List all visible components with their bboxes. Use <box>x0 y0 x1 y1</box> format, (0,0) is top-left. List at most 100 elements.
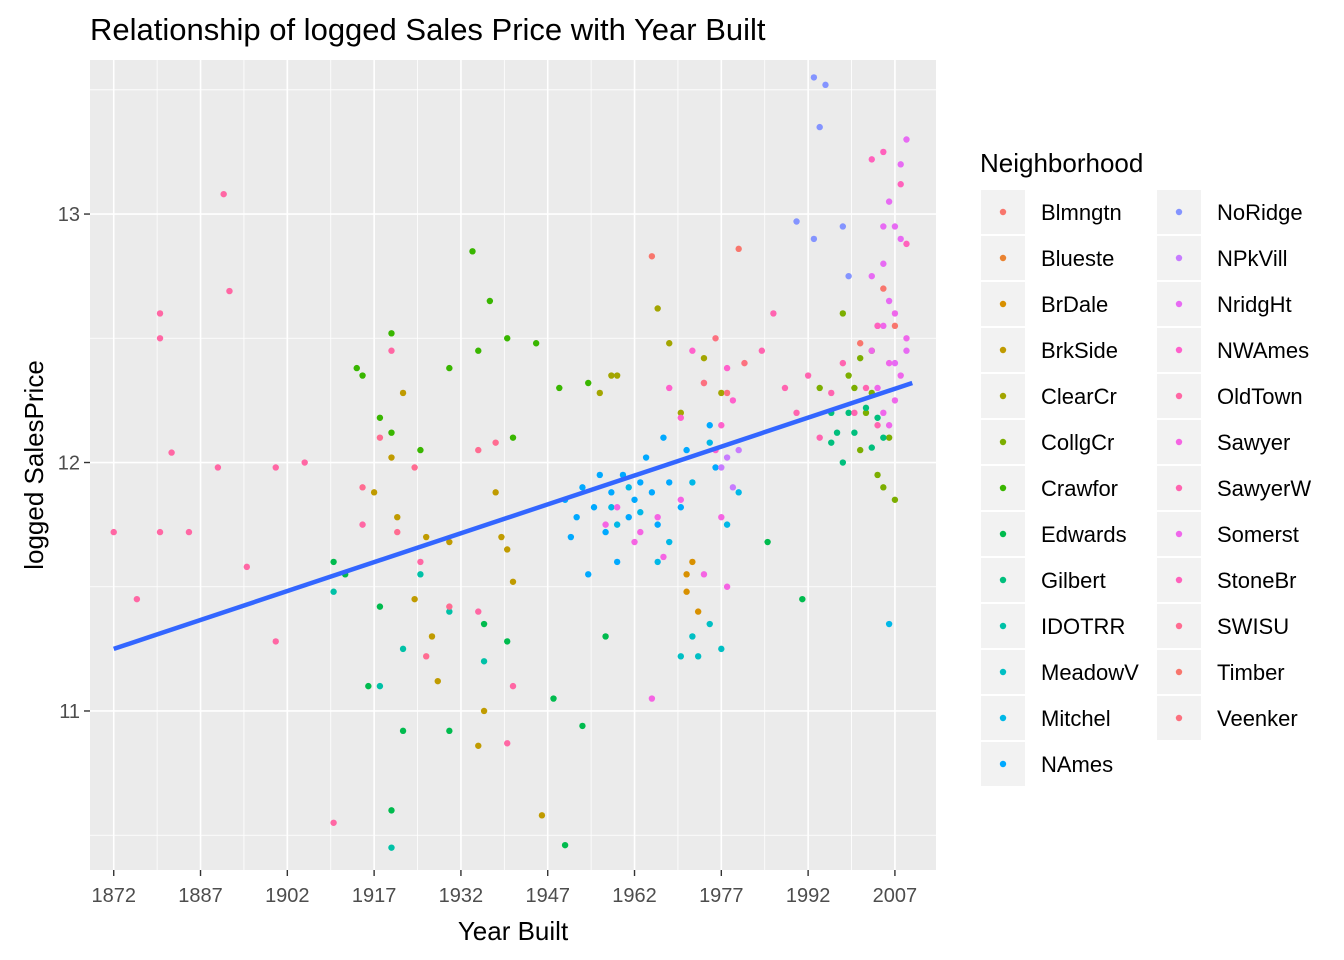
data-point <box>388 807 395 814</box>
legend-key-dot <box>1175 254 1183 262</box>
data-point <box>729 397 737 404</box>
y-axis-title: logged SalesPrice <box>19 360 49 570</box>
data-point <box>874 471 881 479</box>
data-point <box>579 484 586 491</box>
data-point <box>712 464 719 471</box>
data-point <box>729 484 737 491</box>
data-point <box>856 446 864 454</box>
data-point <box>579 722 586 730</box>
data-point <box>226 287 233 295</box>
data-point <box>428 633 436 640</box>
legend-label: StoneBr <box>1217 568 1297 593</box>
data-point <box>839 223 847 230</box>
data-point <box>608 489 615 496</box>
legend-label: NAmes <box>1041 752 1113 777</box>
legend-label: NridgHt <box>1217 292 1292 317</box>
data-point <box>735 245 742 253</box>
data-point <box>567 533 575 541</box>
data-point <box>851 384 858 392</box>
data-point <box>365 682 372 690</box>
data-point <box>394 528 401 536</box>
data-point <box>532 340 540 347</box>
data-point <box>880 409 887 417</box>
data-point <box>694 653 702 660</box>
data-point <box>561 841 569 849</box>
data-point <box>880 223 887 230</box>
legend-items: Blmngtn Blueste BrDale BrkSide ClearCr CollgC… <box>981 190 1311 786</box>
legend-label: Blueste <box>1041 246 1114 271</box>
data-point <box>856 340 864 347</box>
data-point <box>735 489 742 496</box>
data-point <box>480 707 488 715</box>
data-point <box>718 422 725 429</box>
data-point <box>156 310 164 317</box>
legend-label: OldTown <box>1217 384 1303 409</box>
data-point <box>706 439 713 446</box>
data-point <box>897 372 904 379</box>
data-point <box>799 595 806 603</box>
data-point <box>868 156 875 163</box>
data-point <box>446 727 453 735</box>
legend-key-dot <box>1175 576 1183 584</box>
data-point <box>301 459 308 466</box>
data-point <box>880 322 887 330</box>
data-point <box>839 310 847 317</box>
data-point <box>874 422 881 429</box>
data-point <box>376 434 384 441</box>
legend-label: SawyerW <box>1217 476 1311 501</box>
legend-key-dot <box>1175 438 1183 446</box>
legend-label: Gilbert <box>1041 568 1106 593</box>
data-point <box>608 504 615 511</box>
data-point <box>446 608 453 615</box>
data-point <box>706 422 713 429</box>
data-point <box>492 489 499 496</box>
data-point <box>868 272 875 280</box>
legend-key-dot <box>1175 668 1183 676</box>
data-point <box>891 310 899 317</box>
legend-key-dot <box>1175 484 1183 492</box>
legend-key-dot <box>999 714 1007 722</box>
data-point <box>417 446 424 454</box>
data-point <box>613 521 621 528</box>
trend-line-layer <box>113 380 913 651</box>
legend-title: Neighborhood <box>980 148 1143 178</box>
data-point <box>446 364 453 372</box>
data-point <box>683 446 690 454</box>
legend-key-dot <box>999 438 1007 446</box>
data-point <box>330 819 337 826</box>
data-point <box>856 354 864 362</box>
data-point <box>868 444 875 451</box>
data-point <box>874 322 881 330</box>
data-point <box>654 558 661 566</box>
data-point <box>689 633 696 640</box>
data-point <box>903 335 910 342</box>
data-point <box>243 563 251 571</box>
data-point <box>613 372 621 379</box>
legend-key-dot <box>999 346 1007 354</box>
data-point <box>862 409 870 417</box>
data-point <box>394 513 401 521</box>
data-point <box>862 384 870 392</box>
data-point <box>660 553 667 561</box>
data-point <box>648 489 656 496</box>
data-point <box>434 677 441 685</box>
data-point <box>689 558 696 566</box>
data-point <box>666 340 673 347</box>
data-point <box>758 347 766 354</box>
data-point <box>469 248 476 255</box>
legend-key-dot <box>999 392 1007 400</box>
data-point <box>590 504 598 511</box>
data-point <box>874 384 881 392</box>
data-point <box>585 379 592 387</box>
data-point <box>885 297 893 305</box>
data-point <box>660 434 667 441</box>
legend-key-dot <box>1175 208 1183 216</box>
data-point <box>613 504 621 511</box>
data-point <box>399 389 407 397</box>
data-point <box>862 404 870 412</box>
legend-key-dot <box>999 622 1007 630</box>
data-point <box>613 558 621 566</box>
data-point <box>700 379 708 387</box>
data-point <box>272 464 279 471</box>
